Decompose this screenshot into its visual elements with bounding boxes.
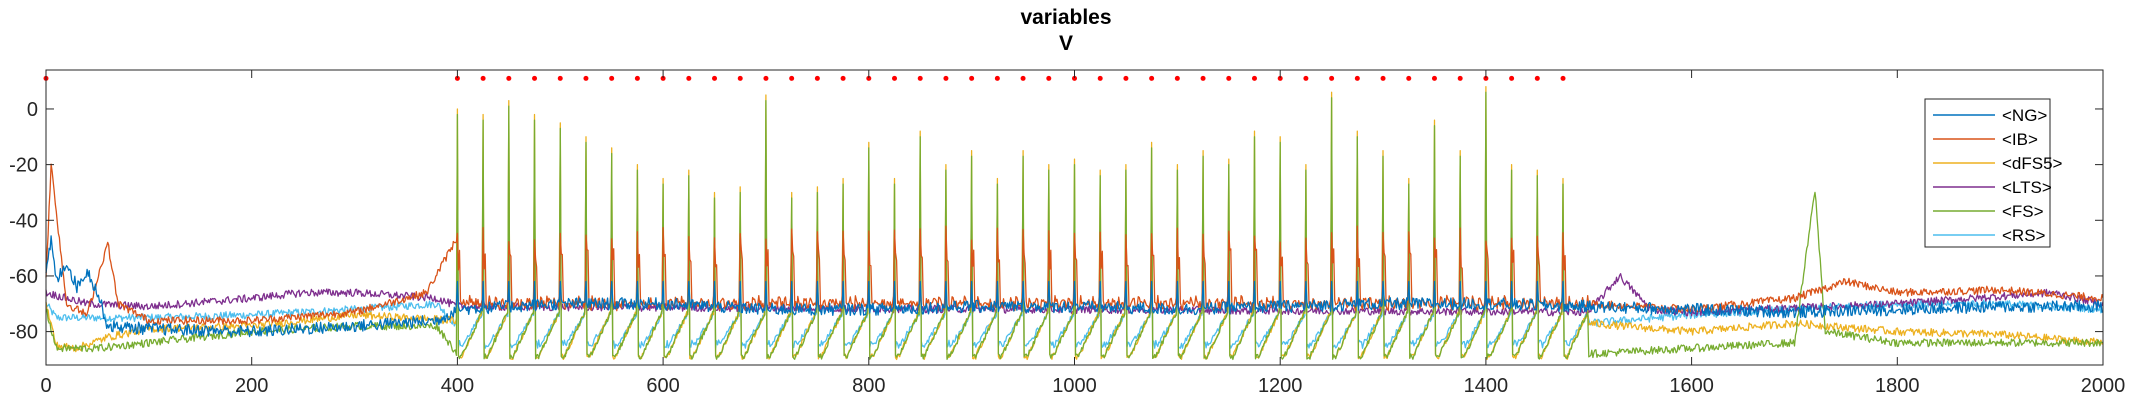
y-tick-label: 0 — [27, 99, 38, 121]
legend-label: <LTS> — [2002, 178, 2052, 197]
stimulus-marker — [506, 75, 512, 81]
stimulus-marker — [1534, 75, 1540, 81]
stimulus-marker — [1483, 75, 1489, 81]
y-tick-label: -60 — [9, 266, 38, 288]
y-tick-label: -20 — [9, 155, 38, 177]
stimulus-marker — [532, 75, 538, 81]
stimulus-marker — [917, 75, 923, 81]
stimulus-marker — [660, 75, 666, 81]
stimulus-marker — [1380, 75, 1386, 81]
stimulus-marker — [892, 75, 898, 81]
stimulus-marker — [1123, 75, 1129, 81]
stimulus-marker — [480, 75, 486, 81]
y-tick-label: -40 — [9, 210, 38, 232]
legend-label: <RS> — [2002, 226, 2046, 245]
stimulus-marker — [712, 75, 718, 81]
stimulus-marker — [454, 75, 460, 81]
stimulus-marker — [583, 75, 589, 81]
x-tick-label: 1800 — [1875, 375, 1920, 397]
legend-label: <FS> — [2002, 202, 2044, 221]
stimulus-marker — [943, 75, 949, 81]
stimulus-marker — [1354, 75, 1360, 81]
chart-title: variables — [1020, 6, 1111, 29]
stimulus-marker — [1174, 75, 1180, 81]
stimulus-marker — [1406, 75, 1412, 81]
stimulus-marker — [1020, 75, 1026, 81]
chart-subtitle: V — [1059, 32, 1073, 55]
series-line-3 — [45, 86, 2104, 361]
series-layer — [45, 86, 2104, 361]
stimulus-marker — [737, 75, 743, 81]
x-tick-label: 1400 — [1464, 375, 1509, 397]
x-tick-label: 1200 — [1258, 375, 1303, 397]
stimulus-marker — [557, 75, 563, 81]
stimulus-marker — [1277, 75, 1283, 81]
x-tick-label: 1000 — [1052, 375, 1097, 397]
stimulus-marker — [1431, 75, 1437, 81]
stimulus-marker — [1457, 75, 1463, 81]
series-line-5 — [45, 91, 2103, 361]
stimulus-marker — [866, 75, 872, 81]
stimulus-marker — [1072, 75, 1077, 81]
stimulus-marker — [969, 75, 975, 81]
stimulus-marker — [1251, 75, 1257, 81]
stimulus-marker — [1200, 75, 1206, 81]
legend: <NG> <IB> <dFS5> <LTS> <FS> <RS> — [1924, 98, 2063, 248]
x-tick-label: 200 — [235, 375, 268, 397]
legend-label: <IB> — [2002, 130, 2038, 149]
legend-label: <NG> — [2002, 106, 2047, 125]
series-line-2 — [45, 163, 2104, 325]
series-line-1 — [45, 235, 2104, 338]
stimulus-marker — [1329, 75, 1335, 81]
stimulus-marker — [1046, 75, 1052, 81]
x-tick-label: 2000 — [2081, 375, 2126, 397]
x-tick-label: 1600 — [1669, 375, 1714, 397]
stimulus-marker — [1226, 75, 1232, 81]
x-tick-label: 0 — [40, 375, 51, 397]
stimulus-marker — [763, 75, 769, 81]
stimulus-marker — [686, 75, 692, 81]
stimulus-marker — [1303, 75, 1309, 81]
stimulus-marker — [1149, 75, 1155, 81]
legend-label: <dFS5> — [2002, 154, 2063, 173]
stimulus-marker-layer — [43, 75, 1566, 81]
stimulus-marker — [1509, 75, 1515, 81]
stimulus-marker — [609, 75, 615, 81]
stimulus-marker — [840, 75, 846, 81]
stimulus-marker — [1560, 75, 1566, 81]
stimulus-marker — [994, 75, 1000, 81]
stimulus-marker — [1097, 75, 1103, 81]
y-tick-label: -80 — [9, 322, 38, 344]
x-tick-label: 400 — [441, 375, 474, 397]
stimulus-marker — [789, 75, 795, 81]
stimulus-marker — [634, 75, 640, 81]
axis-layer: 0 200 400 600 800 1000 1200 1400 1600 1800 2000 0 -2… — [9, 70, 2125, 397]
x-tick-label: 800 — [852, 375, 885, 397]
x-tick-label: 600 — [646, 375, 679, 397]
stimulus-marker — [814, 75, 820, 81]
legend-box — [1924, 98, 2051, 248]
